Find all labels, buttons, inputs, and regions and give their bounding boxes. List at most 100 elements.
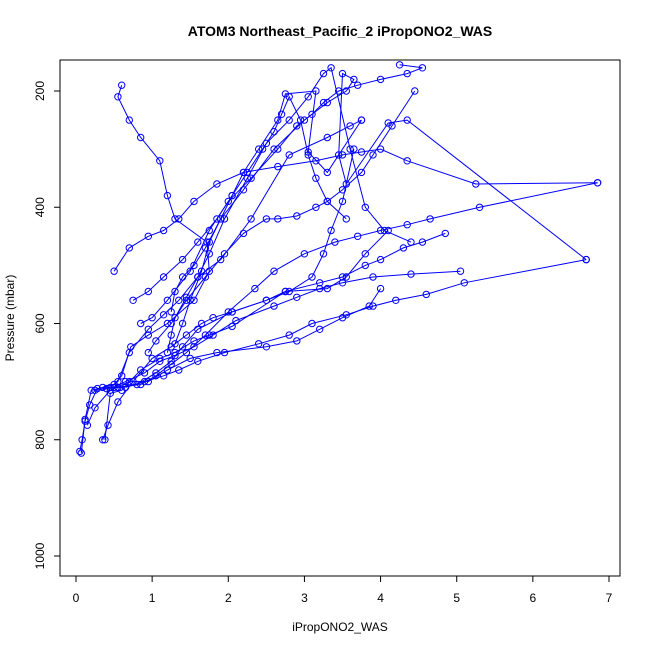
data-point xyxy=(182,331,191,339)
data-point xyxy=(255,145,263,153)
data-point xyxy=(323,197,331,206)
series-6 xyxy=(91,229,449,394)
data-point xyxy=(190,261,198,270)
data-point xyxy=(270,267,278,275)
series-line xyxy=(80,85,210,454)
data-point xyxy=(418,64,427,72)
data-point xyxy=(274,116,282,124)
data-point xyxy=(171,314,179,322)
data-point xyxy=(274,162,282,171)
data-point xyxy=(304,93,312,101)
data-point xyxy=(182,348,191,357)
data-point xyxy=(323,168,331,177)
x-tick-label: 0 xyxy=(73,591,80,605)
data-point xyxy=(285,116,293,124)
data-point xyxy=(361,250,369,258)
data-point xyxy=(376,145,385,153)
data-point xyxy=(270,145,278,153)
series-line xyxy=(117,182,598,388)
data-point xyxy=(369,302,377,310)
data-point xyxy=(475,203,484,212)
data-point xyxy=(125,116,134,124)
data-point xyxy=(209,331,217,339)
x-tick-label: 7 xyxy=(606,591,613,605)
data-point xyxy=(76,447,84,456)
series-16 xyxy=(144,87,419,357)
data-point xyxy=(178,255,187,264)
data-point xyxy=(144,287,153,296)
data-point xyxy=(239,168,248,177)
data-point xyxy=(144,232,153,241)
data-point xyxy=(312,174,320,182)
data-point xyxy=(411,87,419,95)
data-point xyxy=(175,366,183,374)
data-point xyxy=(392,296,400,304)
data-point xyxy=(319,69,328,78)
data-point xyxy=(159,311,168,319)
data-point xyxy=(293,293,301,301)
data-point xyxy=(456,267,465,275)
data-point xyxy=(228,191,236,200)
x-tick-label: 6 xyxy=(530,591,537,605)
data-point xyxy=(152,337,160,345)
data-point xyxy=(77,449,86,457)
data-point xyxy=(418,238,427,246)
data-point xyxy=(285,151,293,159)
data-point xyxy=(220,250,229,258)
data-point xyxy=(342,215,350,223)
data-point xyxy=(232,316,240,325)
data-point xyxy=(137,380,145,389)
series-10 xyxy=(110,145,602,275)
series-line xyxy=(170,72,587,312)
data-point xyxy=(224,197,233,206)
data-point xyxy=(354,232,362,241)
y-axis-label: Pressure (mbar) xyxy=(3,275,17,362)
data-point xyxy=(217,215,225,223)
data-point xyxy=(148,354,156,363)
series-line xyxy=(132,95,347,301)
data-point xyxy=(197,267,206,275)
x-tick-label: 1 xyxy=(149,591,156,605)
data-point xyxy=(156,157,164,165)
data-point xyxy=(281,287,290,296)
data-point xyxy=(121,377,130,386)
data-point xyxy=(209,314,217,322)
data-point xyxy=(159,372,168,380)
data-point xyxy=(357,168,366,177)
series-line xyxy=(166,66,412,353)
data-point xyxy=(121,383,130,392)
data-point xyxy=(201,244,210,252)
series-3 xyxy=(99,145,358,444)
data-point xyxy=(159,226,168,235)
data-point xyxy=(361,261,369,270)
series-14 xyxy=(129,93,350,304)
data-point xyxy=(308,110,316,119)
data-point xyxy=(274,215,282,223)
data-point xyxy=(213,215,221,223)
y-tick-label: 800 xyxy=(33,429,47,449)
data-point xyxy=(167,308,175,316)
data-point xyxy=(426,215,434,223)
data-point xyxy=(171,351,179,360)
series-9 xyxy=(114,179,602,392)
data-point xyxy=(312,203,320,212)
data-point xyxy=(346,145,354,153)
data-point xyxy=(293,122,301,130)
data-point xyxy=(285,331,293,339)
y-tick-label: 400 xyxy=(33,197,47,217)
series-line xyxy=(102,148,355,440)
data-point xyxy=(156,357,164,365)
data-point xyxy=(293,337,301,345)
series-line xyxy=(140,64,423,324)
y-tick-label: 200 xyxy=(33,81,47,101)
data-point xyxy=(316,279,324,287)
data-point xyxy=(407,270,415,278)
data-point xyxy=(194,238,202,246)
data-point xyxy=(194,325,202,333)
data-point xyxy=(201,331,210,339)
data-point xyxy=(262,343,271,351)
data-point xyxy=(125,244,134,252)
data-point xyxy=(171,287,179,296)
y-axis: 200 400 600 800 1000 xyxy=(33,81,60,569)
